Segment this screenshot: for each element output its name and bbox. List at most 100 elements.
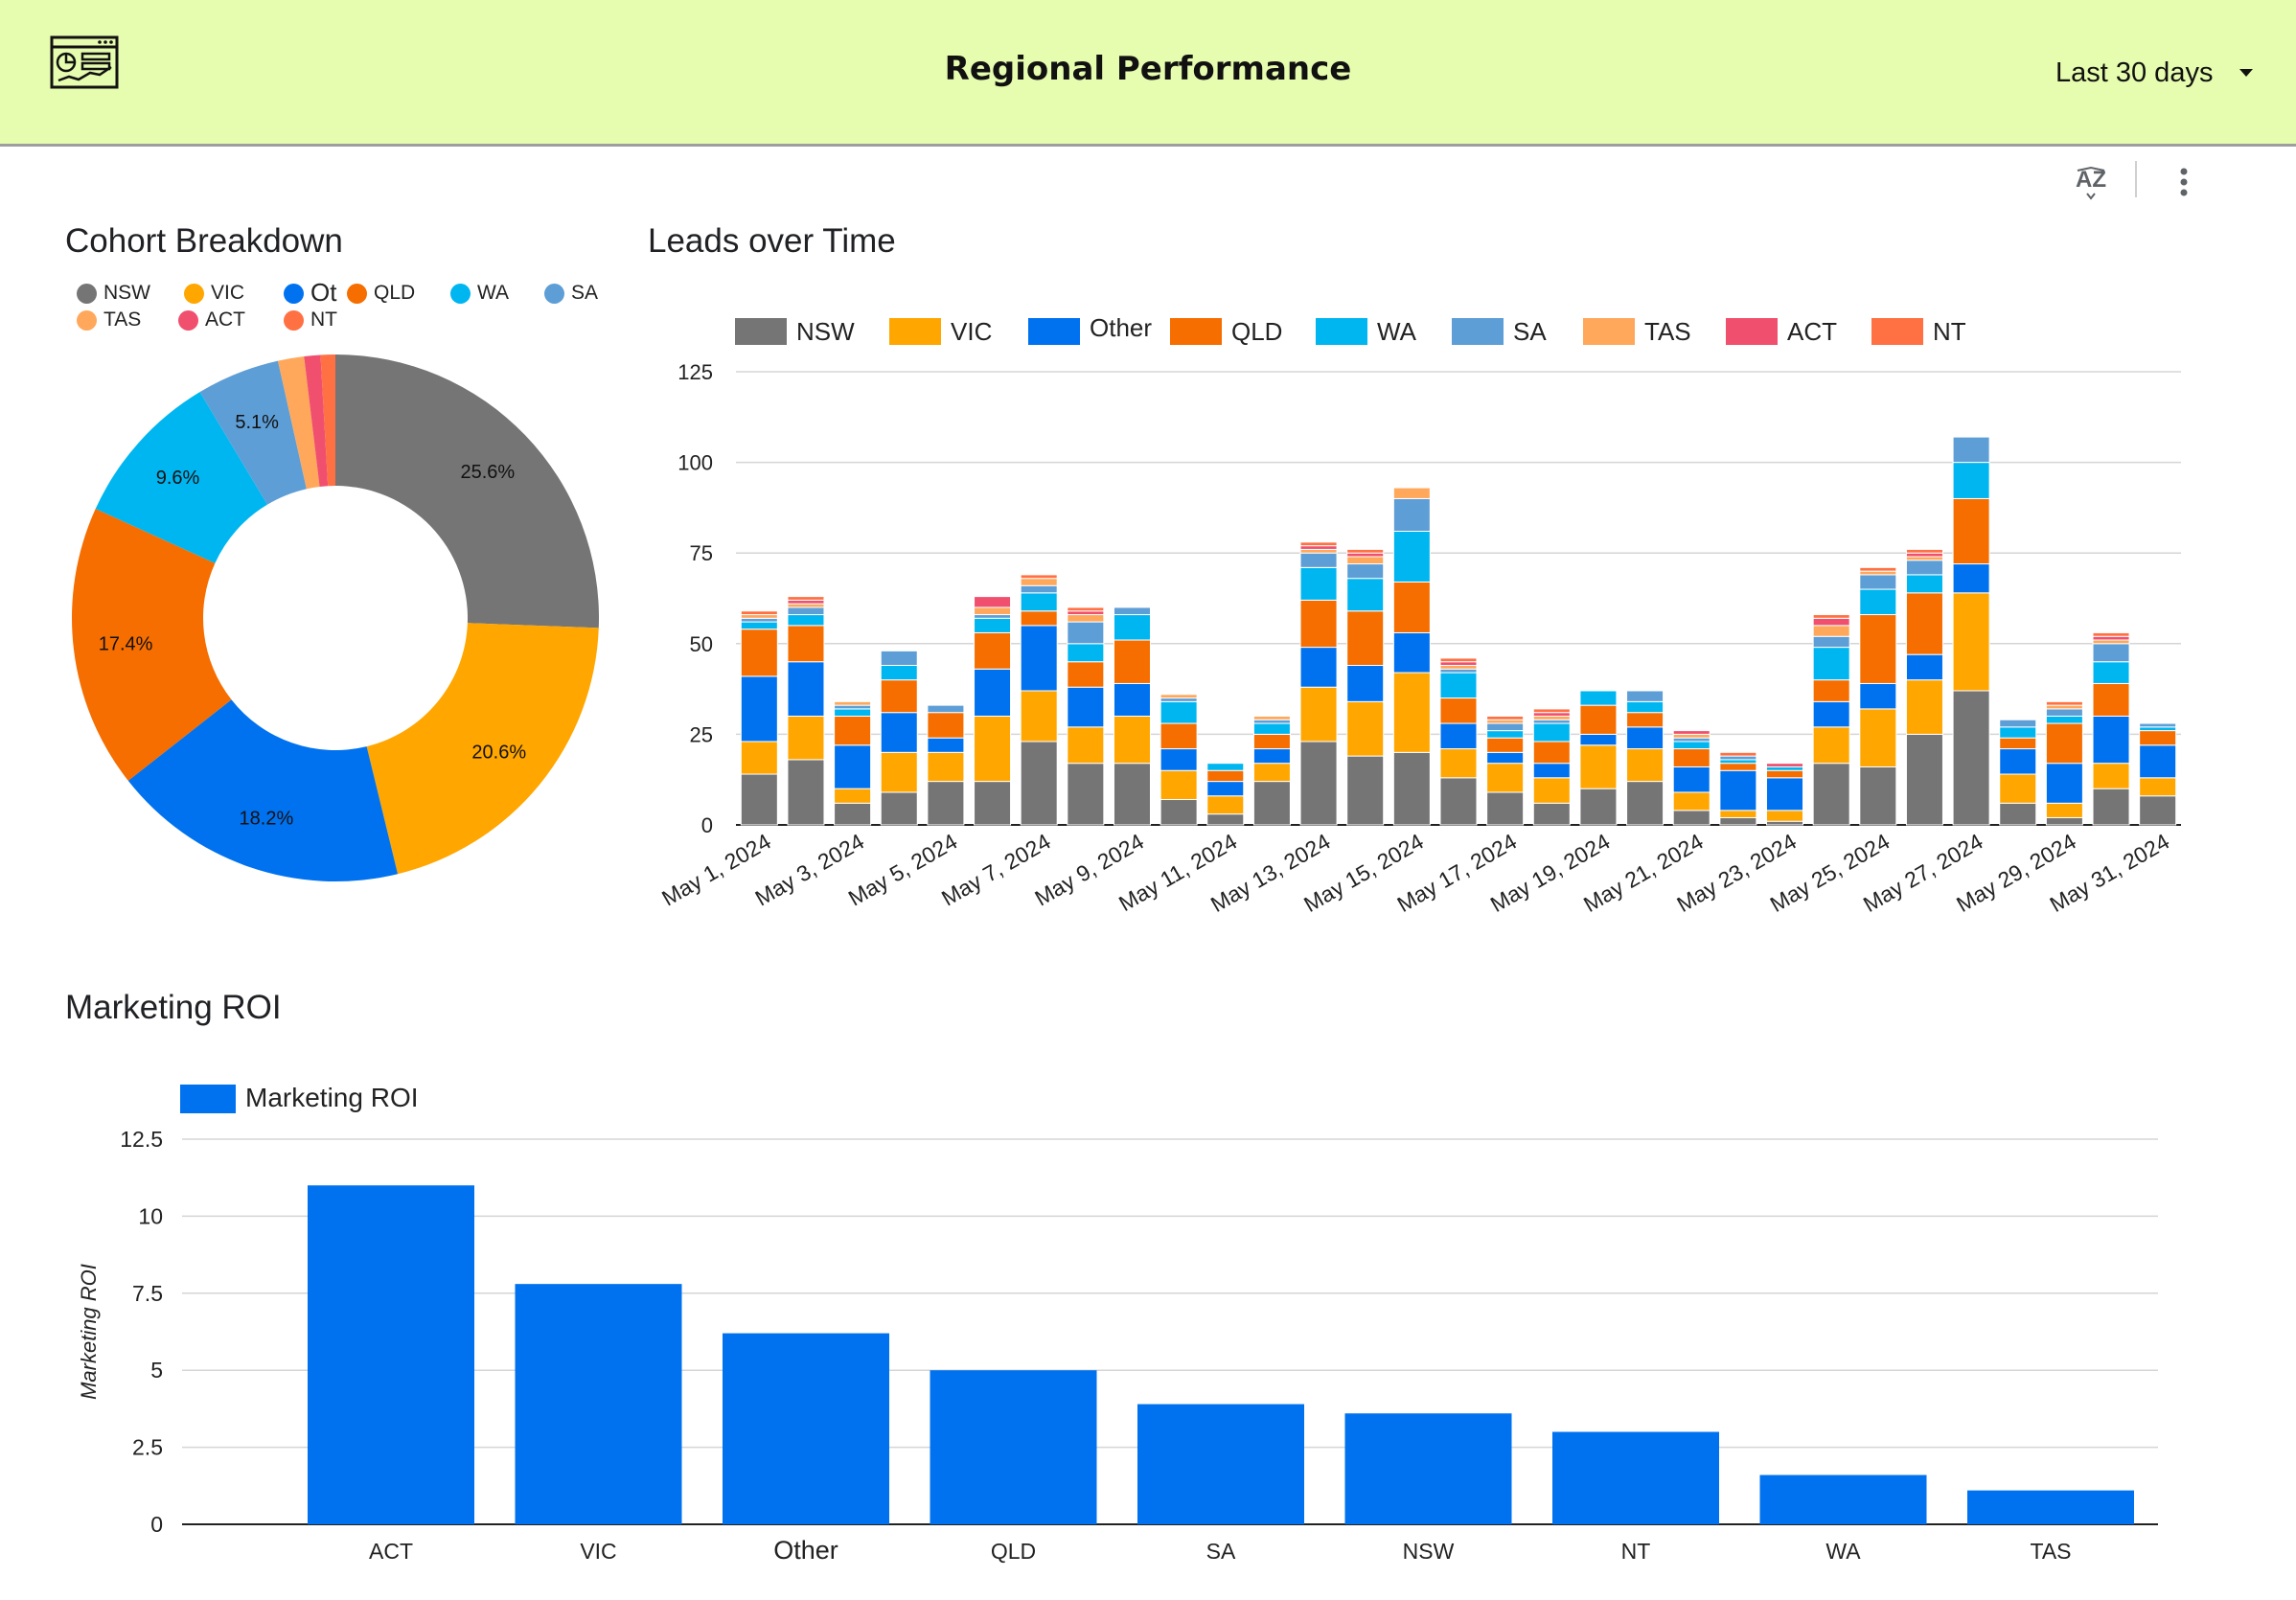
bar-segment-other[interactable] bbox=[2139, 744, 2177, 779]
bar-segment-qld[interactable] bbox=[1113, 639, 1151, 684]
bar-segment-other[interactable] bbox=[1905, 653, 1943, 681]
bar-segment-wa[interactable] bbox=[1626, 700, 1665, 714]
bar-segment-qld[interactable] bbox=[740, 629, 778, 677]
bar-segment-other[interactable] bbox=[1392, 631, 1431, 674]
bar-segment-act[interactable] bbox=[2092, 635, 2130, 641]
bar-segment-vic[interactable] bbox=[1486, 763, 1525, 793]
bar-segment-nsw[interactable] bbox=[1439, 777, 1478, 826]
bar-segment-other[interactable] bbox=[1159, 748, 1198, 771]
bar-segment-tas[interactable] bbox=[1859, 570, 1897, 576]
bar-segment-sa[interactable] bbox=[1486, 722, 1525, 732]
bar-segment-nt[interactable] bbox=[1067, 606, 1105, 612]
bar-segment-nt[interactable] bbox=[1020, 574, 1058, 580]
bar-segment-tas[interactable] bbox=[2045, 704, 2083, 710]
bar-segment-sa[interactable] bbox=[2139, 722, 2177, 728]
roi-bar-act[interactable] bbox=[308, 1185, 474, 1524]
bar-segment-tas[interactable] bbox=[1672, 733, 1711, 739]
bar-segment-tas[interactable] bbox=[740, 614, 778, 619]
bar-segment-act[interactable] bbox=[1067, 610, 1105, 616]
bar-segment-vic[interactable] bbox=[787, 715, 825, 761]
bar-segment-sa[interactable] bbox=[1113, 606, 1151, 616]
bar-segment-sa[interactable] bbox=[1252, 719, 1291, 724]
bar-segment-wa[interactable] bbox=[1252, 722, 1291, 735]
bar-segment-act[interactable] bbox=[1905, 552, 1943, 558]
bar-segment-act[interactable] bbox=[1299, 545, 1338, 550]
bar-segment-sa[interactable] bbox=[1952, 436, 1990, 464]
date-range-dropdown[interactable]: Last 30 days bbox=[2036, 56, 2266, 98]
bar-segment-nsw[interactable] bbox=[1812, 763, 1850, 826]
bar-segment-qld[interactable] bbox=[974, 631, 1012, 670]
bar-segment-other[interactable] bbox=[1439, 722, 1478, 750]
bar-segment-vic[interactable] bbox=[1299, 686, 1338, 743]
bar-segment-vic[interactable] bbox=[740, 741, 778, 775]
bar-segment-tas[interactable] bbox=[1392, 487, 1431, 499]
bar-segment-nsw[interactable] bbox=[974, 781, 1012, 826]
bar-segment-nt[interactable] bbox=[1532, 708, 1571, 714]
bar-segment-vic[interactable] bbox=[1439, 748, 1478, 779]
donut-slice-tas[interactable] bbox=[278, 355, 320, 490]
bar-segment-nsw[interactable] bbox=[2139, 795, 2177, 826]
roi-bar-qld[interactable] bbox=[930, 1370, 1097, 1524]
bar-segment-sa[interactable] bbox=[2092, 643, 2130, 663]
bar-segment-nsw[interactable] bbox=[2045, 816, 2083, 826]
bar-segment-nsw[interactable] bbox=[1020, 741, 1058, 826]
bar-segment-tas[interactable] bbox=[787, 603, 825, 608]
bar-segment-wa[interactable] bbox=[1999, 726, 2037, 739]
bar-segment-qld[interactable] bbox=[1299, 599, 1338, 649]
bar-segment-vic[interactable] bbox=[1392, 672, 1431, 753]
bar-segment-vic[interactable] bbox=[1067, 726, 1105, 765]
bar-segment-wa[interactable] bbox=[1812, 647, 1850, 681]
bar-segment-act[interactable] bbox=[1672, 730, 1711, 735]
donut-slice-wa[interactable] bbox=[95, 392, 268, 563]
bar-segment-qld[interactable] bbox=[1439, 697, 1478, 724]
bar-segment-nsw[interactable] bbox=[927, 781, 965, 826]
bar-segment-vic[interactable] bbox=[1766, 810, 1804, 822]
bar-segment-nsw[interactable] bbox=[1159, 799, 1198, 826]
bar-segment-nsw[interactable] bbox=[1113, 763, 1151, 826]
bar-segment-sa[interactable] bbox=[1812, 635, 1850, 649]
bar-segment-sa[interactable] bbox=[834, 704, 872, 710]
bar-segment-nsw[interactable] bbox=[1346, 755, 1385, 826]
bar-segment-nt[interactable] bbox=[1486, 715, 1525, 720]
sort-az-icon[interactable]: AZ bbox=[2072, 163, 2110, 201]
bar-segment-wa[interactable] bbox=[1486, 730, 1525, 739]
bar-segment-other[interactable] bbox=[1532, 763, 1571, 779]
bar-segment-sa[interactable] bbox=[1719, 755, 1757, 761]
bar-segment-nsw[interactable] bbox=[740, 773, 778, 826]
bar-segment-act[interactable] bbox=[974, 596, 1012, 608]
roi-bar-nt[interactable] bbox=[1552, 1431, 1719, 1524]
bar-segment-other[interactable] bbox=[1859, 682, 1897, 710]
donut-slice-act[interactable] bbox=[304, 354, 329, 487]
bar-segment-wa[interactable] bbox=[1905, 574, 1943, 594]
bar-segment-nsw[interactable] bbox=[2092, 788, 2130, 826]
roi-bar-sa[interactable] bbox=[1137, 1404, 1304, 1524]
bar-segment-tas[interactable] bbox=[1252, 715, 1291, 720]
donut-slice-sa[interactable] bbox=[199, 360, 307, 505]
bar-segment-qld[interactable] bbox=[1766, 769, 1804, 779]
bar-segment-qld[interactable] bbox=[834, 715, 872, 746]
bar-segment-qld[interactable] bbox=[1346, 610, 1385, 667]
bar-segment-nt[interactable] bbox=[740, 610, 778, 616]
bar-segment-qld[interactable] bbox=[1206, 769, 1245, 783]
bar-segment-tas[interactable] bbox=[1486, 719, 1525, 724]
bar-segment-qld[interactable] bbox=[1672, 748, 1711, 767]
bar-segment-nt[interactable] bbox=[1905, 548, 1943, 554]
bar-segment-other[interactable] bbox=[1346, 665, 1385, 702]
bar-segment-tas[interactable] bbox=[2092, 639, 2130, 645]
bar-segment-sa[interactable] bbox=[1439, 668, 1478, 674]
bar-segment-other[interactable] bbox=[2092, 715, 2130, 765]
bar-segment-sa[interactable] bbox=[1859, 574, 1897, 590]
bar-segment-wa[interactable] bbox=[2092, 661, 2130, 684]
bar-segment-nsw[interactable] bbox=[1067, 763, 1105, 826]
bar-segment-wa[interactable] bbox=[1952, 462, 1990, 499]
bar-segment-vic[interactable] bbox=[1532, 777, 1571, 804]
more-vert-icon[interactable] bbox=[2171, 163, 2196, 201]
bar-segment-nsw[interactable] bbox=[1766, 820, 1804, 826]
bar-segment-qld[interactable] bbox=[2139, 730, 2177, 746]
bar-segment-qld[interactable] bbox=[1067, 661, 1105, 688]
bar-segment-nsw[interactable] bbox=[1859, 766, 1897, 826]
bar-segment-qld[interactable] bbox=[880, 679, 918, 714]
bar-segment-nsw[interactable] bbox=[1579, 788, 1618, 826]
bar-segment-qld[interactable] bbox=[1905, 592, 1943, 655]
bar-segment-wa[interactable] bbox=[1206, 763, 1245, 771]
